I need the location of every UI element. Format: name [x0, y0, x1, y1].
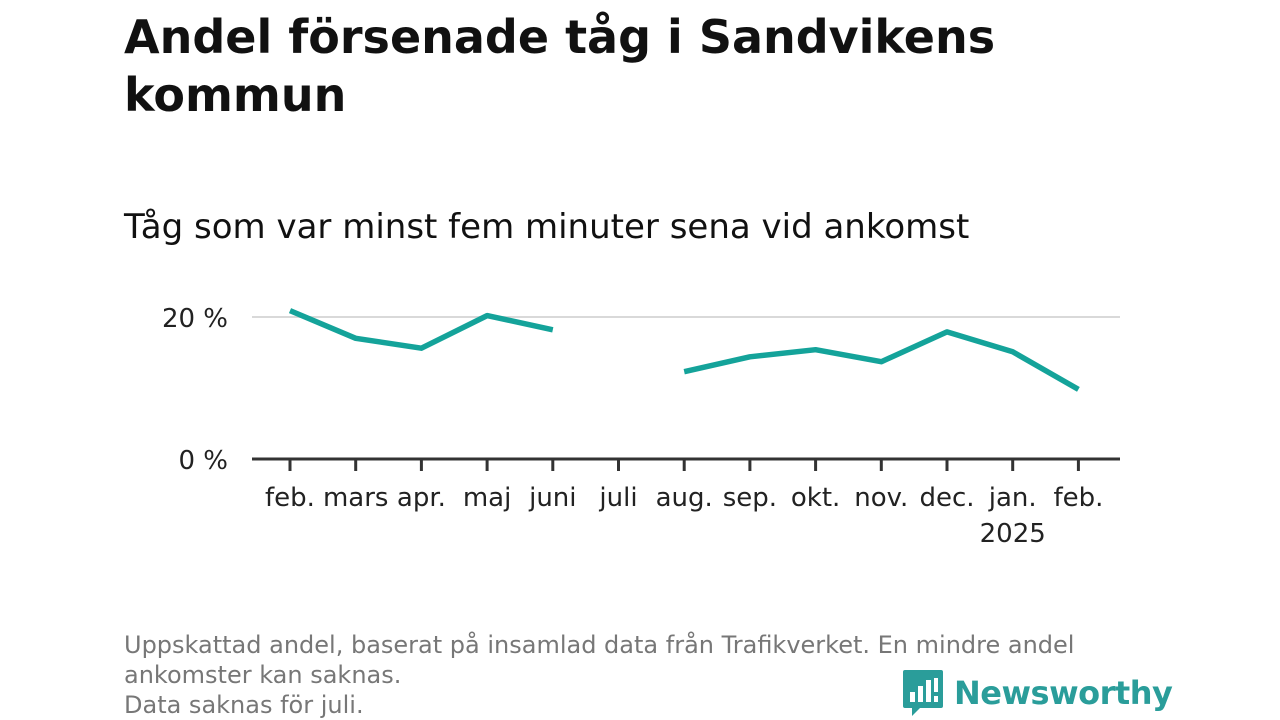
- x-axis: [252, 457, 1120, 471]
- x-tick-label: sep.: [723, 483, 777, 513]
- brand-logo: Newsworthy: [902, 668, 1173, 718]
- chart-subtitle: Tåg som var minst fem minuter sena vid a…: [124, 207, 970, 247]
- line-chart: 0 % 20 % feb. mars apr. maj juni juli aug. sep. ok…: [162, 304, 1120, 549]
- x-tick-label: feb.: [1053, 483, 1103, 513]
- chart-title: Andel försenade tåg i Sandvikens kommun: [124, 10, 996, 122]
- series-layer: [288, 308, 1080, 392]
- chart-footer: Uppskattad andel, baserat på insamlad da…: [124, 630, 1154, 720]
- x-tick-label: juni: [528, 483, 576, 513]
- x-tick-label: jan.: [988, 483, 1037, 513]
- x-tick-label: apr.: [397, 483, 446, 513]
- x-tick-label: feb.: [265, 483, 315, 513]
- x-tick-label: dec.: [919, 483, 974, 513]
- x-tick-label: aug.: [656, 483, 713, 513]
- x-tick-label: maj: [463, 483, 511, 513]
- newsworthy-logo-icon: [903, 670, 943, 716]
- x-tick-label: juli: [598, 483, 637, 513]
- footer-missing-data-note: Data saknas för juli.: [124, 691, 364, 719]
- x-tick-label: mars: [323, 483, 389, 513]
- y-tick-label: 20 %: [162, 304, 228, 334]
- y-tick-label: 0 %: [178, 446, 228, 476]
- x-tick-label: nov.: [854, 483, 908, 513]
- brand-name: Newsworthy: [954, 674, 1173, 712]
- x-tick-label: okt.: [791, 483, 840, 513]
- tick-labels: 0 % 20 % feb. mars apr. maj juni juli aug. sep. ok…: [162, 304, 1103, 549]
- footer-note: Uppskattad andel, baserat på insamlad da…: [124, 631, 1075, 689]
- x-tick-sublabel: 2025: [980, 519, 1046, 549]
- series-line-segment: [288, 308, 554, 351]
- series-line-segment: [683, 329, 1080, 392]
